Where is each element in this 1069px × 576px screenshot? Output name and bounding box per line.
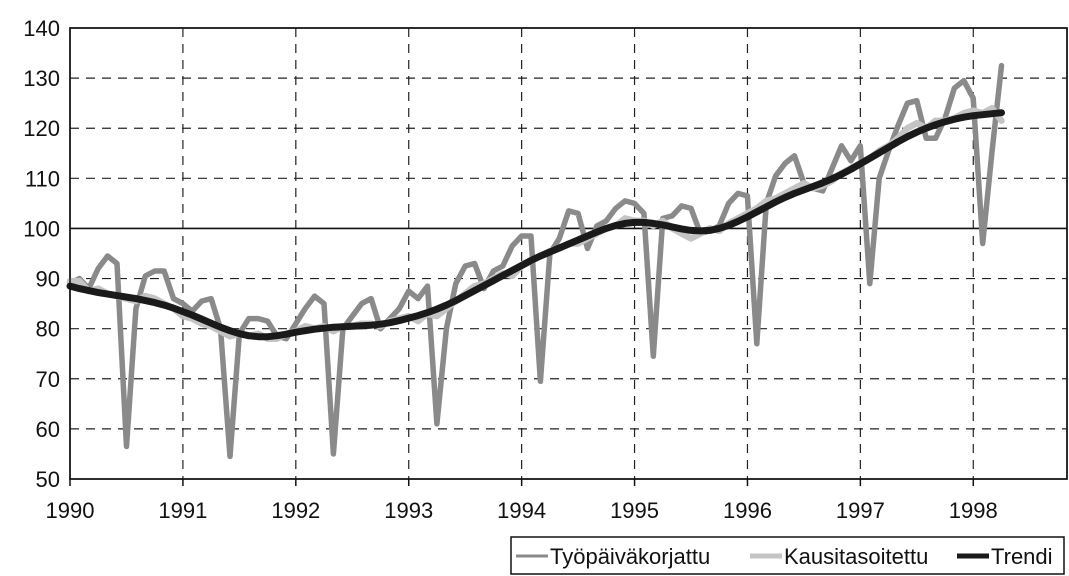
x-tick-label-1997: 1997 [836, 498, 885, 523]
legend: Työpäiväkorjattu Kausitasoitettu Trendi [510, 536, 1065, 575]
y-tick-label-90: 90 [36, 267, 60, 292]
x-tick-label-1991: 1991 [158, 498, 207, 523]
x-tick-label-1998: 1998 [949, 498, 998, 523]
y-tick-label-120: 120 [23, 116, 60, 141]
y-tick-label-50: 50 [36, 467, 60, 492]
x-tick-label-1993: 1993 [384, 498, 433, 523]
plot-area [69, 27, 1068, 480]
x-tick-label-1992: 1992 [271, 498, 320, 523]
y-tick-label-140: 140 [23, 16, 60, 41]
x-axis-tick-labels: 1990 1991 1992 1993 1994 1995 1996 1997 1998 [46, 479, 998, 523]
legend-label-trendi: Trendi [991, 544, 1053, 569]
x-tick-label-1994: 1994 [497, 498, 546, 523]
y-tick-label-110: 110 [25, 166, 60, 191]
x-tick-label-1990: 1990 [46, 498, 95, 523]
series-line-trendi [66, 109, 1005, 341]
legend-label-kausitasoitettu: Kausitasoitettu [784, 544, 928, 569]
y-tick-label-130: 130 [23, 66, 60, 91]
series-line-tyopaivakorjattu [67, 62, 1005, 460]
legend-label-tyopaivakorjattu: Työpäiväkorjattu [550, 544, 710, 569]
x-tick-label-1996: 1996 [723, 498, 772, 523]
y-tick-label-80: 80 [36, 317, 60, 342]
plot-frame [69, 27, 1068, 480]
grid-lines [70, 28, 1067, 479]
y-tick-label-100: 100 [23, 216, 60, 241]
series-layer [66, 62, 1005, 460]
x-tick-label-1995: 1995 [610, 498, 659, 523]
y-tick-label-60: 60 [36, 417, 60, 442]
y-tick-label-70: 70 [36, 367, 60, 392]
y-axis-tick-labels: 50 60 70 80 90 100 110 120 130 140 [23, 16, 60, 492]
